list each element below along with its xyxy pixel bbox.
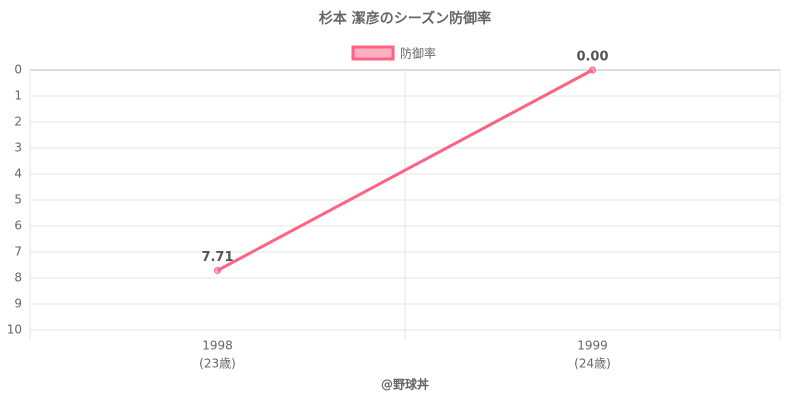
x-axis-label: @野球丼 — [381, 377, 429, 392]
y-tick-label: 0 — [14, 63, 22, 77]
y-tick-label: 8 — [14, 271, 22, 285]
y-tick-label: 10 — [7, 323, 22, 337]
point — [589, 66, 596, 74]
line — [216, 68, 594, 272]
y-tick-label: 5 — [14, 193, 22, 207]
legend-label: 防御率 — [400, 46, 436, 61]
value-label: 0.00 — [576, 50, 608, 65]
y-tick-label: 4 — [14, 167, 22, 181]
y-tick-label: 3 — [14, 141, 22, 155]
x-tick-sublabel: (24歳) — [574, 357, 611, 371]
y-tick-label: 7 — [14, 245, 22, 259]
y-tick-label: 2 — [14, 115, 22, 129]
value-label: 7.71 — [201, 250, 233, 265]
x-tick-sublabel: (23歳) — [199, 357, 236, 371]
x-tick-label: 1998 — [202, 339, 233, 353]
point — [214, 266, 221, 274]
x-tick-label: 1999 — [577, 339, 608, 353]
chart-title: 杉本 潔彦のシーズン防御率 — [319, 10, 491, 27]
y-tick-label: 9 — [14, 297, 22, 311]
y-tick-label: 1 — [14, 89, 22, 103]
legend-swatch — [351, 45, 395, 61]
y-tick-label: 6 — [14, 219, 22, 233]
